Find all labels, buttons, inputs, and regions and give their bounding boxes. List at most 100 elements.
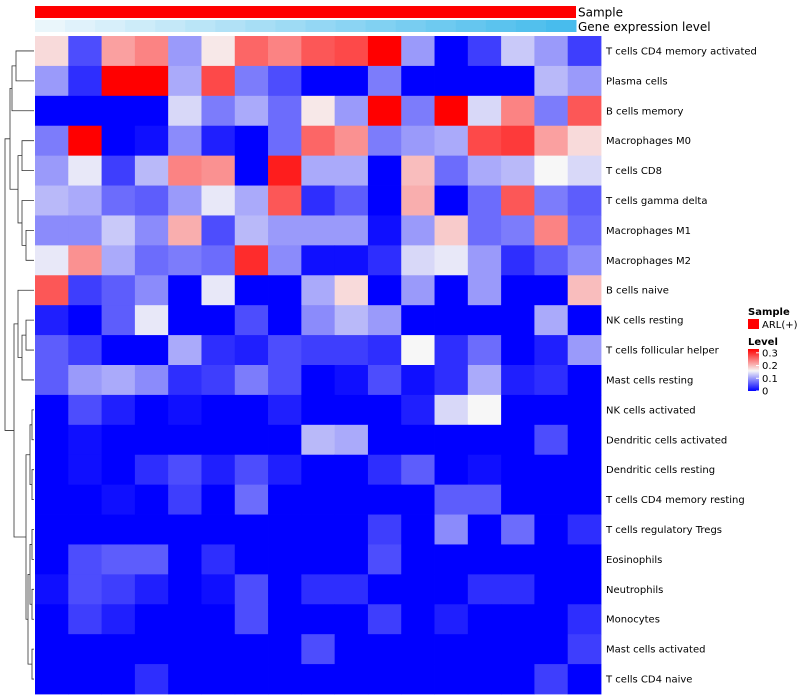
heatmap-cell xyxy=(434,36,469,67)
heatmap-cell xyxy=(334,424,369,456)
annotation-cell-gene-expression xyxy=(455,20,487,32)
heatmap-cell xyxy=(334,155,369,186)
row-labels: T cells CD4 memory activated Plasma cells… xyxy=(605,46,757,685)
heatmap-cell xyxy=(68,215,102,246)
row-label: Dendritic cells resting xyxy=(606,465,715,476)
row-label: T cells CD4 naive xyxy=(605,675,692,686)
heatmap-cell xyxy=(467,155,502,186)
heatmap-cell xyxy=(534,365,569,396)
heatmap-cell xyxy=(501,215,535,246)
heatmap-cell xyxy=(35,275,69,306)
heatmap-cell xyxy=(134,664,169,695)
heatmap-cell xyxy=(534,305,569,336)
heatmap-cell xyxy=(101,604,136,635)
dendrogram-branch xyxy=(31,648,34,680)
heatmap-cell xyxy=(35,514,69,545)
heatmap-cell xyxy=(35,574,69,605)
row-label: NK cells resting xyxy=(606,316,683,327)
heatmap-cell xyxy=(501,305,535,336)
heatmap-cell xyxy=(201,36,236,67)
heatmap-cell xyxy=(334,215,369,246)
heatmap-cell xyxy=(334,484,369,515)
heatmap-cell xyxy=(268,215,302,246)
heatmap-cell xyxy=(168,484,202,515)
heatmap-cell xyxy=(168,215,202,246)
dendrogram-branch xyxy=(11,65,34,112)
heatmap-cell xyxy=(35,95,69,127)
dendrogram-branch xyxy=(25,319,34,351)
heatmap-cell xyxy=(268,394,302,426)
heatmap-cell xyxy=(201,65,236,97)
heatmap-cell xyxy=(434,574,469,605)
heatmap-cell xyxy=(134,365,169,396)
heatmap-cell xyxy=(467,95,502,127)
heatmap-cell xyxy=(467,275,502,306)
heatmap-cell xyxy=(268,155,302,186)
dendrogram-branch xyxy=(31,409,34,441)
heatmap-cell xyxy=(567,95,602,127)
heatmap-cell xyxy=(367,245,402,276)
heatmap-cell xyxy=(434,664,469,695)
heatmap-cell xyxy=(534,634,569,665)
heatmap-cell xyxy=(367,215,402,246)
heatmap-cell xyxy=(134,155,169,186)
heatmap-cell xyxy=(434,95,469,127)
heatmap-cell xyxy=(401,664,435,695)
dendrogram-branch xyxy=(15,50,34,82)
heatmap-cell xyxy=(201,574,236,605)
heatmap-cell xyxy=(501,65,535,97)
heatmap-cell xyxy=(268,335,302,366)
dendrogram-branch xyxy=(31,588,34,620)
heatmap-cell xyxy=(134,275,169,306)
heatmap-cell xyxy=(234,514,269,545)
heatmap-cell xyxy=(101,634,136,665)
heatmap-cell xyxy=(534,424,569,456)
heatmap-cell xyxy=(334,634,369,665)
heatmap-cell xyxy=(467,335,502,366)
heatmap-cell xyxy=(101,335,136,366)
heatmap-cell xyxy=(168,185,202,216)
heatmap-cell xyxy=(35,185,69,216)
row-label: B cells naive xyxy=(606,286,669,297)
heatmap-cell xyxy=(367,514,402,545)
heatmap-cell xyxy=(534,125,569,157)
dendrogram-branch xyxy=(31,469,34,500)
heatmap-cell xyxy=(168,365,202,396)
heatmap-cell xyxy=(567,394,602,426)
heatmap-cell xyxy=(467,245,502,276)
legend-level-title: Level xyxy=(748,337,778,348)
annotation-bars xyxy=(35,6,577,32)
heatmap-cell xyxy=(268,514,302,545)
heatmap-cell xyxy=(501,424,535,456)
heatmap-cell xyxy=(434,604,469,635)
heatmap-cell xyxy=(201,155,236,186)
heatmap-cell xyxy=(35,365,69,396)
row-label: Eosinophils xyxy=(606,555,662,566)
heatmap-cell xyxy=(168,604,202,635)
annotation-cell-gene-expression xyxy=(65,20,96,32)
heatmap-cell xyxy=(201,514,236,545)
heatmap-cell xyxy=(501,275,535,306)
heatmap-cell xyxy=(268,454,302,486)
heatmap-cell xyxy=(168,305,202,336)
heatmap-cell xyxy=(334,544,369,575)
heatmap-cell xyxy=(367,335,402,366)
heatmap-cell xyxy=(268,125,302,157)
legend: Sample ARL(+) Level 0.3 0.2 0.1 0 xyxy=(748,307,798,398)
heatmap-cell xyxy=(334,245,369,276)
heatmap-cell xyxy=(68,305,102,336)
heatmap-cell xyxy=(168,574,202,605)
heatmap-cell xyxy=(134,424,169,456)
heatmap-cell xyxy=(367,544,402,575)
heatmap-cell xyxy=(301,125,336,157)
row-label: NK cells activated xyxy=(606,405,696,416)
heatmap-cell xyxy=(367,185,402,216)
annotation-cell-gene-expression xyxy=(125,20,156,32)
heatmap-cell xyxy=(501,664,535,695)
heatmap-cell xyxy=(234,215,269,246)
annotation-cell-gene-expression xyxy=(245,20,276,32)
heatmap-cell xyxy=(268,36,302,67)
heatmap-cell xyxy=(134,484,169,515)
heatmap-cell xyxy=(268,574,302,605)
heatmap-cell xyxy=(434,365,469,396)
